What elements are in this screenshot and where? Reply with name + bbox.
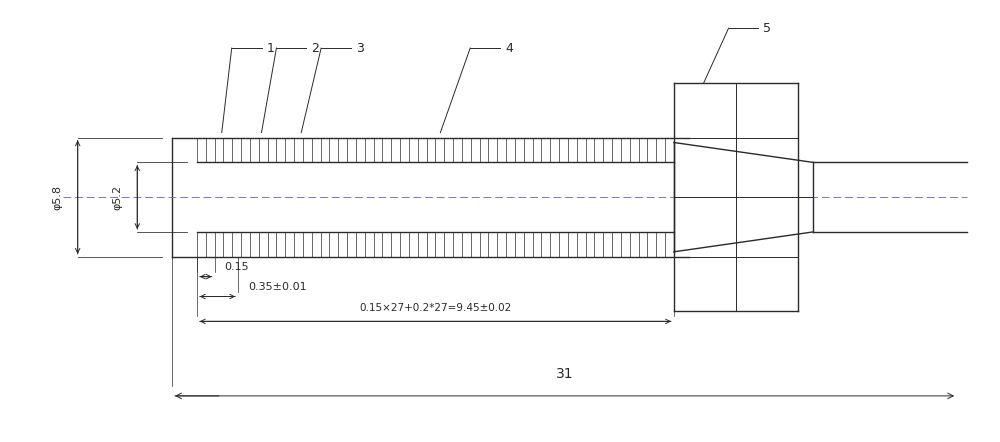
Text: 1: 1 xyxy=(266,42,274,55)
Text: 3: 3 xyxy=(356,42,364,55)
Text: 0.15: 0.15 xyxy=(225,262,249,272)
Text: 0.15×27+0.2*27=9.45±0.02: 0.15×27+0.2*27=9.45±0.02 xyxy=(359,303,512,313)
Text: 5: 5 xyxy=(763,22,771,35)
Text: 2: 2 xyxy=(311,42,319,55)
Text: 31: 31 xyxy=(556,367,573,381)
Text: 4: 4 xyxy=(505,42,513,55)
Text: 0.35±0.01: 0.35±0.01 xyxy=(248,282,307,292)
Text: φ5.2: φ5.2 xyxy=(112,185,122,210)
Text: φ5.8: φ5.8 xyxy=(53,185,63,210)
